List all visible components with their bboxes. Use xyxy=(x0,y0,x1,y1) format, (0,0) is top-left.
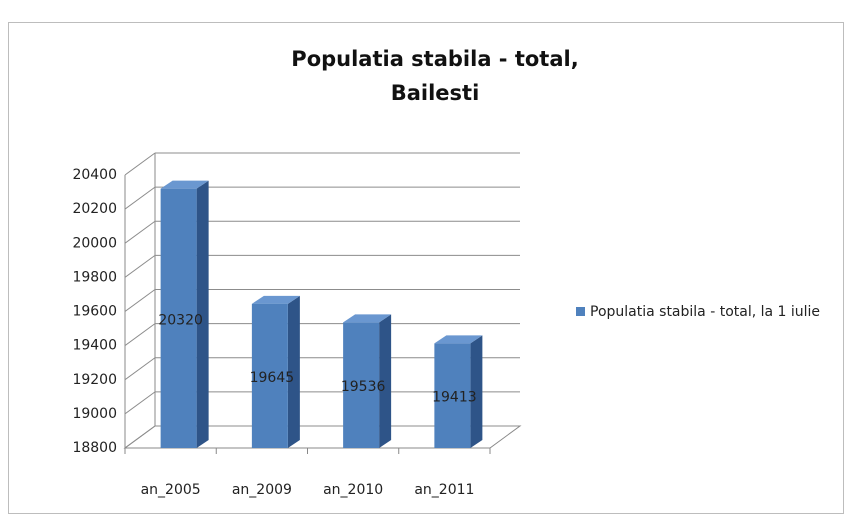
data-label: 19645 xyxy=(250,370,295,386)
grid-line xyxy=(124,220,156,244)
y-tick-label: 18800 xyxy=(72,440,117,456)
y-tick-label: 20400 xyxy=(72,167,117,183)
chart-frame xyxy=(8,22,844,514)
y-tick-label: 19000 xyxy=(72,406,117,422)
bar-top xyxy=(160,180,209,189)
bar-top xyxy=(343,314,392,323)
y-tick-label: 19800 xyxy=(72,269,117,285)
y-tick-label: 19600 xyxy=(72,304,117,320)
bar-top xyxy=(434,335,483,344)
bar-side xyxy=(379,314,392,448)
y-tick-label: 19400 xyxy=(72,338,117,354)
legend-label: Populatia stabila - total, la 1 iulie xyxy=(590,304,821,320)
grid-line xyxy=(124,254,156,278)
data-label: 19413 xyxy=(432,390,477,406)
grid-line xyxy=(124,357,156,381)
x-tick-label: an_2005 xyxy=(141,482,201,498)
y-tick-label: 20000 xyxy=(72,235,117,251)
grid-line xyxy=(124,391,156,415)
bar xyxy=(251,303,288,448)
y-tick-label: 19200 xyxy=(72,372,117,388)
grid-line xyxy=(124,289,156,312)
x-tick-label: an_2010 xyxy=(323,482,383,498)
bar xyxy=(160,188,197,448)
grid-line xyxy=(124,425,156,449)
grid-line xyxy=(124,186,156,210)
y-tick-label: 20200 xyxy=(72,201,117,217)
grid-line xyxy=(124,323,156,347)
grid-line xyxy=(124,152,156,176)
chart-title: Populatia stabila - total, Bailesti xyxy=(291,47,579,105)
bar xyxy=(343,322,380,448)
x-tick-label: an_2009 xyxy=(232,482,292,498)
bar-side xyxy=(287,295,300,448)
x-tick-label: an_2011 xyxy=(414,482,474,498)
bar xyxy=(434,343,471,448)
bar-side xyxy=(470,335,483,448)
data-label: 19536 xyxy=(341,379,386,395)
bar-top xyxy=(251,295,300,304)
bar-side xyxy=(196,180,209,448)
legend-key xyxy=(576,307,585,316)
data-label: 20320 xyxy=(158,312,203,328)
